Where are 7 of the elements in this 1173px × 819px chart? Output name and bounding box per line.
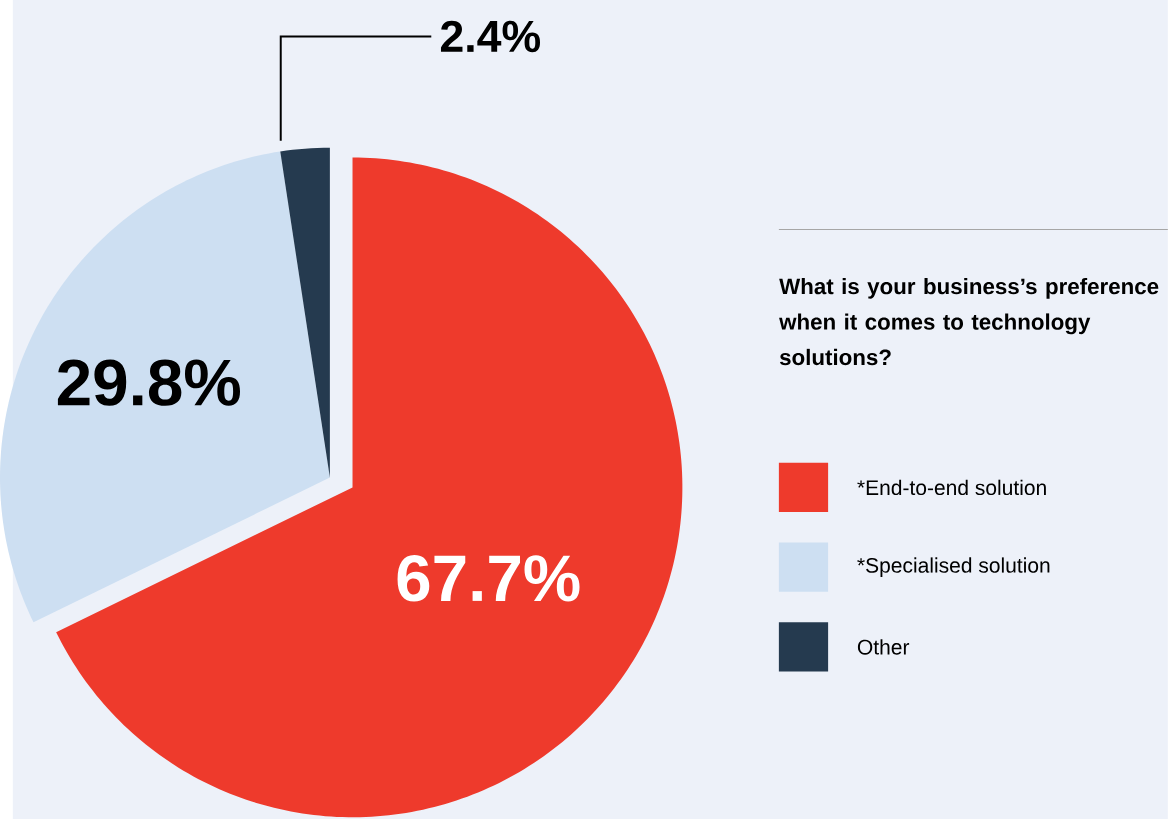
data-label: 2.4% [440, 20, 540, 53]
data-label: 67.7% [397, 554, 580, 602]
legend-label: Other [857, 639, 910, 655]
legend-label: *Specialised solution [857, 557, 1050, 577]
legend-label: *End-to-end solution [857, 479, 1046, 496]
text: What is your business’s preference when it comes to technology solutions? [779, 277, 1159, 366]
data-label: 29.8% [57, 359, 241, 406]
